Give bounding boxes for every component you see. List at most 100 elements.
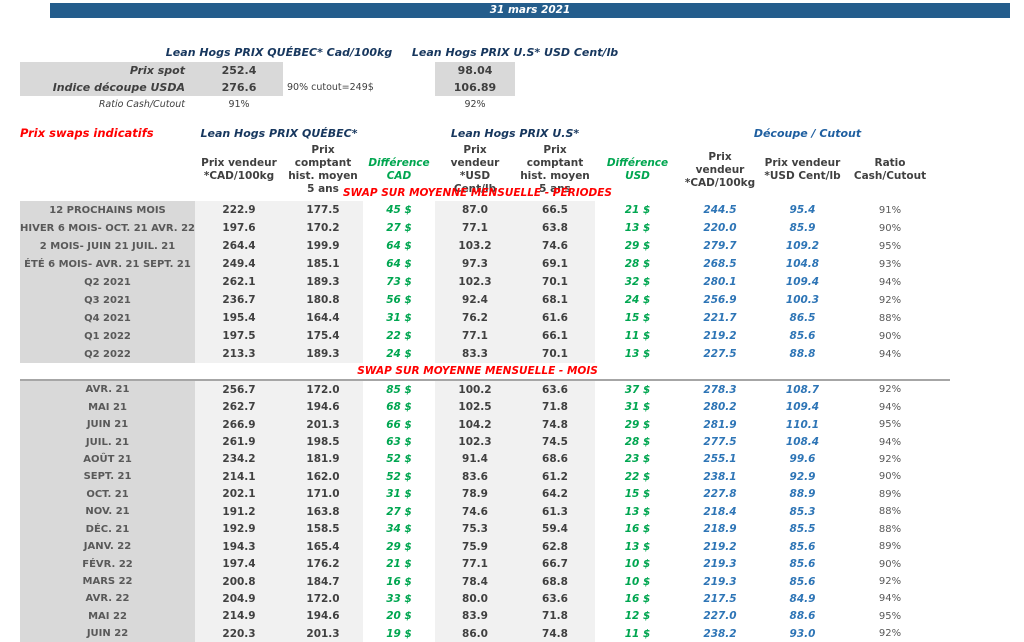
cell-cutout-cad: 280.1	[703, 276, 737, 288]
cell-cad-vendeur: 202.1	[195, 485, 283, 504]
cell-difference-usd: 15 $	[624, 312, 651, 324]
cell-ratio: 92%	[878, 294, 902, 306]
cell-cutout-usd: 108.4	[785, 436, 820, 449]
cell-cad-vendeur: 222.9	[195, 201, 283, 219]
cell-cutout-usd: 95.4	[789, 204, 816, 216]
cell-cutout-usd: 109.4	[785, 401, 820, 414]
cell-cad-hist: 162.0	[283, 468, 363, 486]
cell-difference-usd: 13 $	[624, 348, 651, 360]
cell-cutout-cad: 281.9	[703, 418, 737, 431]
cell-cutout-cad: 256.9	[703, 294, 737, 306]
cell-ratio: 90%	[878, 330, 902, 342]
cell-cad-hist: 170.2	[283, 219, 363, 237]
cell-usd-vendeur: 80.0	[435, 590, 515, 608]
cell-difference-cad: 24 $	[386, 348, 412, 360]
cell-difference-usd: 32 $	[624, 276, 651, 288]
cell-ratio: 95%	[878, 240, 902, 252]
cell-cad-hist: 194.6	[283, 607, 363, 626]
table-row: 12 PROCHAINS MOIS 222.9 177.5 45 $ 87.0 66.5 2…	[20, 201, 935, 219]
cell-difference-cad: 52 $	[386, 453, 412, 466]
cell-cad-vendeur: 204.9	[195, 590, 283, 608]
table-row: JUIN 21 266.9 201.3 66 $ 104.2 74.8 29 $ 281.9 1…	[20, 415, 935, 434]
cell-period-label: AOÛT 21	[20, 450, 195, 469]
cell-period-label: 12 PROCHAINS MOIS	[20, 201, 195, 219]
cell-usd-vendeur: 75.9	[435, 537, 515, 556]
cell-cad-vendeur: 197.6	[195, 219, 283, 237]
cell-period-label: JUIL. 21	[20, 433, 195, 451]
cell-difference-cad: 56 $	[386, 294, 412, 306]
cell-cutout-cad: 277.5	[703, 436, 737, 449]
cell-difference-usd: 29 $	[624, 418, 651, 431]
cell-ratio: 94%	[878, 348, 902, 360]
cell-difference-usd: 15 $	[624, 488, 651, 501]
cell-ratio: 95%	[878, 419, 902, 431]
cell-difference-cad: 68 $	[386, 401, 412, 414]
column-header: Prix vendeur *CAD/100kg	[201, 157, 277, 183]
spot-us-title: Lean Hogs PRIX U.S* USD Cent/lb	[411, 46, 619, 59]
cell-cutout-cad: 219.3	[703, 558, 737, 571]
cell-usd-vendeur: 76.2	[435, 309, 515, 327]
cell-usd-vendeur: 102.3	[435, 433, 515, 451]
table-row: 2 MOIS- JUIN 21 JUIL. 21 264.4 199.9 64 $ 10…	[20, 237, 935, 255]
spot-label: Ratio Cash/Cutout	[98, 99, 185, 110]
cell-period-label: AVR. 22	[20, 590, 195, 608]
cell-period-label: MARS 22	[20, 572, 195, 591]
cell-ratio: 90%	[878, 222, 902, 234]
cell-usd-hist: 71.8	[515, 398, 595, 416]
cell-ratio: 89%	[878, 541, 902, 553]
cell-usd-hist: 74.6	[515, 237, 595, 255]
cell-difference-usd: 28 $	[624, 436, 651, 449]
cell-usd-hist: 68.8	[515, 572, 595, 591]
table-row: AOÛT 21 234.2 181.9 52 $ 91.4 68.6 23 $ 255.1 99…	[20, 450, 935, 469]
cell-usd-vendeur: 102.3	[435, 273, 515, 291]
table-row: DÉC. 21 192.9 158.5 34 $ 75.3 59.4 16 $ 218.9 85…	[20, 520, 935, 538]
cell-difference-usd: 10 $	[624, 558, 651, 571]
cell-usd-hist: 74.5	[515, 433, 595, 451]
spot-usd-value: 106.89	[435, 79, 515, 96]
cell-cutout-usd: 88.9	[789, 488, 816, 501]
cell-difference-cad: 27 $	[386, 505, 412, 518]
spot-usd-ratio: 92%	[464, 99, 486, 110]
cell-cutout-usd: 108.7	[785, 383, 820, 396]
spot-label: Indice découpe USDA	[20, 79, 195, 96]
cell-usd-vendeur: 74.6	[435, 503, 515, 521]
cell-cutout-usd: 92.9	[789, 470, 816, 483]
cell-ratio: 92%	[878, 453, 902, 465]
cell-difference-cad: 66 $	[386, 418, 412, 431]
cell-ratio: 95%	[878, 610, 902, 622]
cell-ratio: 89%	[878, 488, 902, 500]
cell-cutout-cad: 268.5	[703, 258, 737, 270]
table-row: NOV. 21 191.2 163.8 27 $ 74.6 61.3 13 $ 218.4 85…	[20, 503, 935, 521]
cell-cad-hist: 175.4	[283, 327, 363, 345]
swap-table: SWAP SUR MOYENNE MENSUELLE - PÉRIODES 12 …	[0, 185, 950, 642]
cell-ratio: 92%	[878, 576, 902, 588]
cell-cutout-usd: 85.6	[789, 575, 816, 588]
cutout-note: 90% cutout=249$	[287, 82, 374, 93]
cell-cad-hist: 172.0	[283, 381, 363, 399]
cell-usd-vendeur: 77.1	[435, 327, 515, 345]
column-header: Ratio Cash/Cutout	[853, 157, 927, 183]
cell-cutout-cad: 218.9	[703, 523, 737, 536]
cell-cutout-usd: 109.4	[785, 276, 820, 288]
table-row: Q4 2021 195.4 164.4 31 $ 76.2 61.6 15 $ 221.7 86…	[20, 309, 935, 327]
cell-cad-hist: 165.4	[283, 537, 363, 556]
cell-usd-vendeur: 86.0	[435, 625, 515, 642]
cell-usd-vendeur: 102.5	[435, 398, 515, 416]
cell-cutout-usd: 88.6	[789, 610, 816, 623]
section-separator	[20, 379, 950, 381]
cell-usd-hist: 64.2	[515, 485, 595, 504]
cell-difference-cad: 34 $	[386, 523, 412, 536]
cell-difference-cad: 63 $	[386, 436, 412, 449]
cell-cutout-cad: 238.2	[703, 627, 737, 640]
cell-period-label: JUIN 21	[20, 415, 195, 434]
cell-difference-cad: 52 $	[386, 470, 412, 483]
table-row: MARS 22 200.8 184.7 16 $ 78.4 68.8 10 $ 219.3 85…	[20, 572, 935, 591]
cell-usd-vendeur: 87.0	[435, 201, 515, 219]
cell-cad-vendeur: 197.4	[195, 555, 283, 573]
cell-cutout-cad: 219.3	[703, 575, 737, 588]
cell-difference-cad: 33 $	[386, 592, 412, 605]
cell-cad-vendeur: 200.8	[195, 572, 283, 591]
cell-period-label: Q1 2022	[20, 327, 195, 345]
cell-period-label: FÉVR. 22	[20, 555, 195, 573]
cell-difference-cad: 19 $	[386, 627, 412, 640]
